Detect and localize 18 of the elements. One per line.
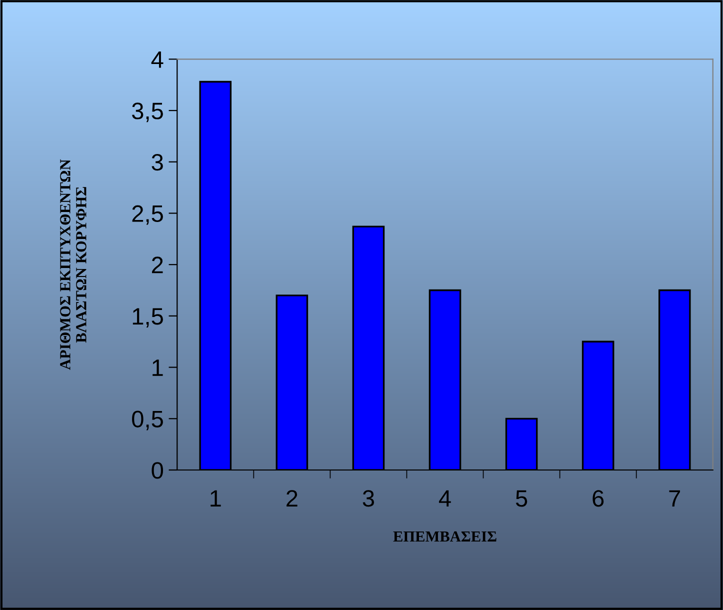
y-tick-label: 1 — [152, 360, 163, 376]
y-tick-label: 0,5 — [132, 410, 163, 430]
x-tick-label: 7 — [669, 490, 680, 507]
y-tick-label: 1,5 — [132, 308, 163, 328]
y-tick-label: 2 — [152, 256, 163, 274]
x-tick-label: 2 — [286, 490, 298, 507]
x-tick-label: 6 — [592, 490, 604, 507]
x-tick-label: 3 — [362, 490, 374, 507]
y-tick-label: 4 — [151, 51, 164, 68]
y-tick-label: 3,5 — [132, 102, 163, 122]
x-tick-label: 4 — [438, 490, 451, 507]
y-axis-title: ΑΡΙΘΜΟΣ ΕΚΠΤΥΧΘΕΝΤΩΝ ΒΛΑΣΤΩΝ ΚΟΡΥΦΗΣ — [60, 159, 86, 370]
y-tick-label: 3 — [152, 154, 163, 171]
x-tick-label: 1 — [210, 490, 221, 507]
x-axis-title: ΕΠΕΜΒΑΣΕΙΣ — [393, 531, 496, 542]
y-tick-label: 0 — [152, 462, 164, 479]
x-tick-label: 5 — [516, 490, 528, 507]
y-tick-label: 2,5 — [132, 205, 163, 225]
